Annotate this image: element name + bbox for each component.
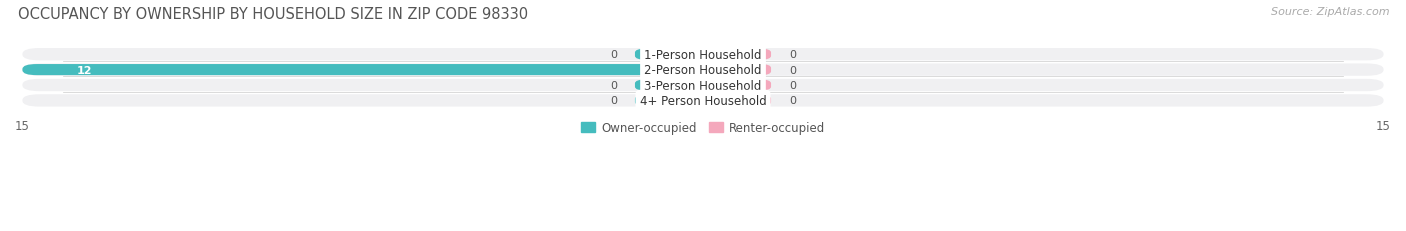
FancyBboxPatch shape <box>22 64 1384 76</box>
Text: OCCUPANCY BY OWNERSHIP BY HOUSEHOLD SIZE IN ZIP CODE 98330: OCCUPANCY BY OWNERSHIP BY HOUSEHOLD SIZE… <box>18 7 529 22</box>
Text: 1-Person Household: 1-Person Household <box>644 49 762 61</box>
FancyBboxPatch shape <box>22 79 1384 92</box>
FancyBboxPatch shape <box>22 65 703 76</box>
FancyBboxPatch shape <box>703 65 770 76</box>
Text: 0: 0 <box>789 50 796 60</box>
FancyBboxPatch shape <box>22 95 1384 107</box>
Text: 0: 0 <box>789 96 796 106</box>
Text: 4+ Person Household: 4+ Person Household <box>640 94 766 107</box>
Text: 0: 0 <box>789 81 796 91</box>
FancyBboxPatch shape <box>703 80 770 91</box>
Text: 3-Person Household: 3-Person Household <box>644 79 762 92</box>
FancyBboxPatch shape <box>703 49 770 61</box>
Text: 0: 0 <box>610 96 617 106</box>
FancyBboxPatch shape <box>22 49 1384 61</box>
Text: 0: 0 <box>610 81 617 91</box>
FancyBboxPatch shape <box>703 95 770 106</box>
Legend: Owner-occupied, Renter-occupied: Owner-occupied, Renter-occupied <box>576 117 830 140</box>
Text: 0: 0 <box>789 65 796 75</box>
FancyBboxPatch shape <box>636 95 703 106</box>
Text: 12: 12 <box>77 65 93 75</box>
Text: 0: 0 <box>610 50 617 60</box>
FancyBboxPatch shape <box>636 49 703 61</box>
FancyBboxPatch shape <box>636 80 703 91</box>
Text: Source: ZipAtlas.com: Source: ZipAtlas.com <box>1271 7 1389 17</box>
Text: 2-Person Household: 2-Person Household <box>644 64 762 77</box>
